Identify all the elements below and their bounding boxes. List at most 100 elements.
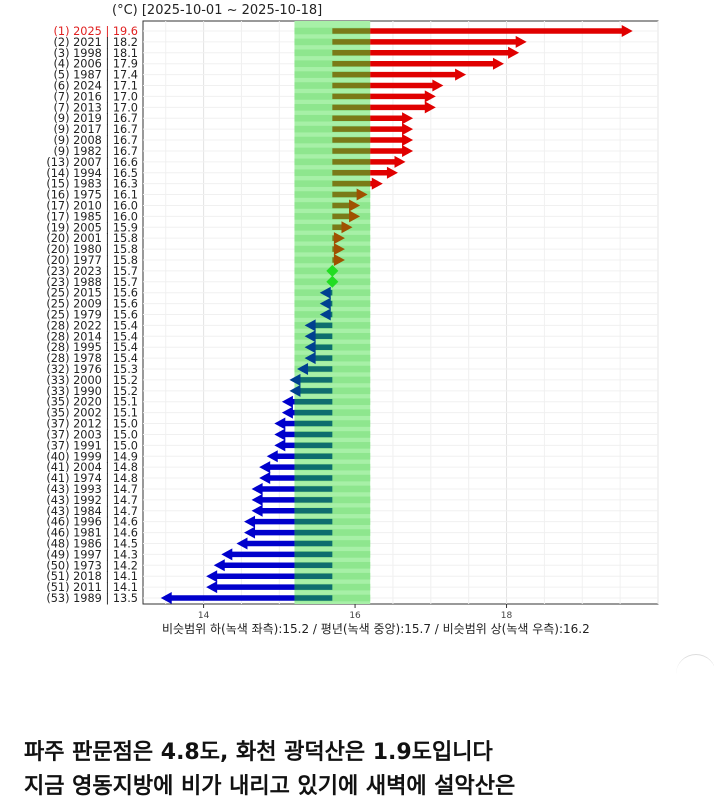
data-arrow bbox=[221, 548, 333, 561]
row-label: (20) 2001 | 15.8 bbox=[46, 232, 138, 245]
data-arrow bbox=[251, 493, 333, 506]
row-label: (5) 1987 | 17.4 bbox=[54, 69, 138, 82]
arrow-head bbox=[244, 515, 256, 528]
arrow-head bbox=[349, 199, 361, 212]
arrow-head bbox=[281, 395, 293, 408]
data-arrow bbox=[259, 461, 333, 474]
data-arrows bbox=[160, 25, 633, 604]
data-arrow bbox=[251, 504, 333, 517]
row-label: (40) 1999 | 14.9 bbox=[46, 450, 138, 463]
arrow-head bbox=[402, 144, 414, 157]
x-tick-label: 16 bbox=[349, 611, 361, 621]
row-label: (35) 2020 | 15.1 bbox=[46, 396, 138, 409]
data-arrow bbox=[274, 439, 333, 452]
x-axis-ticks: 14 16 18 bbox=[198, 604, 513, 621]
row-label: (16) 1975 | 16.1 bbox=[46, 189, 138, 202]
arrow-head bbox=[402, 134, 414, 147]
arrow-head bbox=[221, 548, 233, 561]
arrow-head bbox=[297, 363, 309, 376]
data-arrow bbox=[213, 559, 333, 572]
arrow-head bbox=[244, 526, 256, 539]
data-arrow bbox=[332, 90, 436, 103]
row-label: (28) 2014 | 15.4 bbox=[46, 330, 138, 343]
data-arrow bbox=[332, 79, 444, 92]
arrow-head bbox=[356, 188, 368, 201]
row-label: (3) 1998 | 18.1 bbox=[54, 47, 138, 60]
arrow-head bbox=[251, 482, 263, 495]
data-arrow bbox=[332, 144, 414, 157]
post-text-line-2: 지금 영동지방에 비가 내리고 있기에 새벽에 설악산은 bbox=[24, 774, 516, 799]
arrow-head bbox=[333, 243, 345, 256]
arrow-head bbox=[274, 439, 286, 452]
data-arrow bbox=[332, 134, 414, 147]
row-label: (50) 1973 | 14.2 bbox=[46, 559, 138, 572]
arrow-head bbox=[213, 559, 225, 572]
arrow-head bbox=[319, 286, 331, 299]
row-label: (13) 2007 | 16.6 bbox=[46, 156, 138, 169]
row-label: (15) 1983 | 16.3 bbox=[46, 178, 138, 191]
data-arrow bbox=[319, 308, 333, 321]
data-arrow bbox=[326, 264, 339, 277]
row-label: (53) 1989 | 13.5 bbox=[46, 592, 138, 605]
row-label: (25) 1979 | 15.6 bbox=[46, 309, 138, 322]
arrow-head bbox=[432, 79, 444, 92]
data-arrow bbox=[206, 581, 333, 594]
arrow-head bbox=[386, 166, 398, 179]
data-arrow bbox=[332, 177, 383, 190]
arrow-head bbox=[326, 264, 339, 277]
data-arrow bbox=[281, 406, 333, 419]
row-label: (32) 1976 | 15.3 bbox=[46, 363, 138, 376]
data-arrow bbox=[332, 123, 414, 136]
chart-title: (°C) [2025-10-01 ~ 2025-10-18] bbox=[112, 3, 322, 18]
arrow-head bbox=[304, 319, 316, 332]
data-arrow bbox=[289, 373, 333, 386]
data-arrow bbox=[332, 112, 414, 125]
row-label: (37) 1991 | 15.0 bbox=[46, 439, 138, 452]
data-arrow bbox=[244, 515, 333, 528]
arrow-head bbox=[304, 352, 316, 365]
arrow-head bbox=[304, 341, 316, 354]
data-arrow bbox=[332, 166, 398, 179]
data-arrow bbox=[332, 221, 353, 234]
row-label: (51) 2011 | 14.1 bbox=[46, 581, 138, 594]
data-arrow bbox=[319, 297, 333, 310]
row-label: (9) 2017 | 16.7 bbox=[54, 123, 138, 136]
data-arrow bbox=[274, 428, 333, 441]
row-label: (9) 2008 | 16.7 bbox=[54, 134, 138, 147]
data-arrow bbox=[332, 243, 345, 256]
row-label: (9) 2019 | 16.7 bbox=[54, 112, 138, 125]
row-label: (28) 1978 | 15.4 bbox=[46, 352, 138, 365]
arrow-head bbox=[206, 570, 218, 583]
data-arrow bbox=[289, 384, 333, 397]
data-arrow bbox=[160, 592, 333, 604]
arrow-head bbox=[492, 57, 504, 70]
row-label: (17) 2010 | 16.0 bbox=[46, 199, 138, 212]
row-label: (1) 2025 | 19.6 bbox=[54, 25, 138, 38]
data-arrow bbox=[332, 253, 345, 266]
row-label: (4) 2006 | 17.9 bbox=[54, 58, 138, 71]
arrow-head bbox=[281, 406, 293, 419]
row-label: (20) 1980 | 15.8 bbox=[46, 243, 138, 256]
arrow-head bbox=[621, 25, 633, 37]
arrow-head bbox=[259, 472, 271, 485]
x-tick-label: 18 bbox=[501, 611, 513, 621]
x-tick-label: 14 bbox=[198, 611, 210, 621]
data-arrow bbox=[304, 330, 333, 343]
arrow-head bbox=[402, 112, 414, 125]
row-labels: (1) 2025 | 19.6(2) 2021 | 18.2(3) 1998 |… bbox=[46, 25, 138, 605]
arrow-head bbox=[424, 90, 436, 103]
row-label: (51) 2018 | 14.1 bbox=[46, 570, 138, 583]
data-arrow bbox=[332, 68, 467, 81]
row-label: (43) 1993 | 14.7 bbox=[46, 483, 138, 496]
row-label: (49) 1997 | 14.3 bbox=[46, 548, 138, 561]
arrow-head bbox=[274, 417, 286, 430]
row-label: (23) 2023 | 15.7 bbox=[46, 265, 138, 278]
row-label: (25) 2015 | 15.6 bbox=[46, 287, 138, 300]
arrow-head bbox=[266, 450, 278, 463]
arrow-head bbox=[455, 68, 467, 81]
row-label: (28) 1995 | 15.4 bbox=[46, 341, 138, 354]
arrow-head bbox=[274, 428, 286, 441]
row-label: (41) 2004 | 14.8 bbox=[46, 461, 138, 474]
data-arrow bbox=[266, 450, 333, 463]
arrow-head bbox=[394, 155, 406, 168]
